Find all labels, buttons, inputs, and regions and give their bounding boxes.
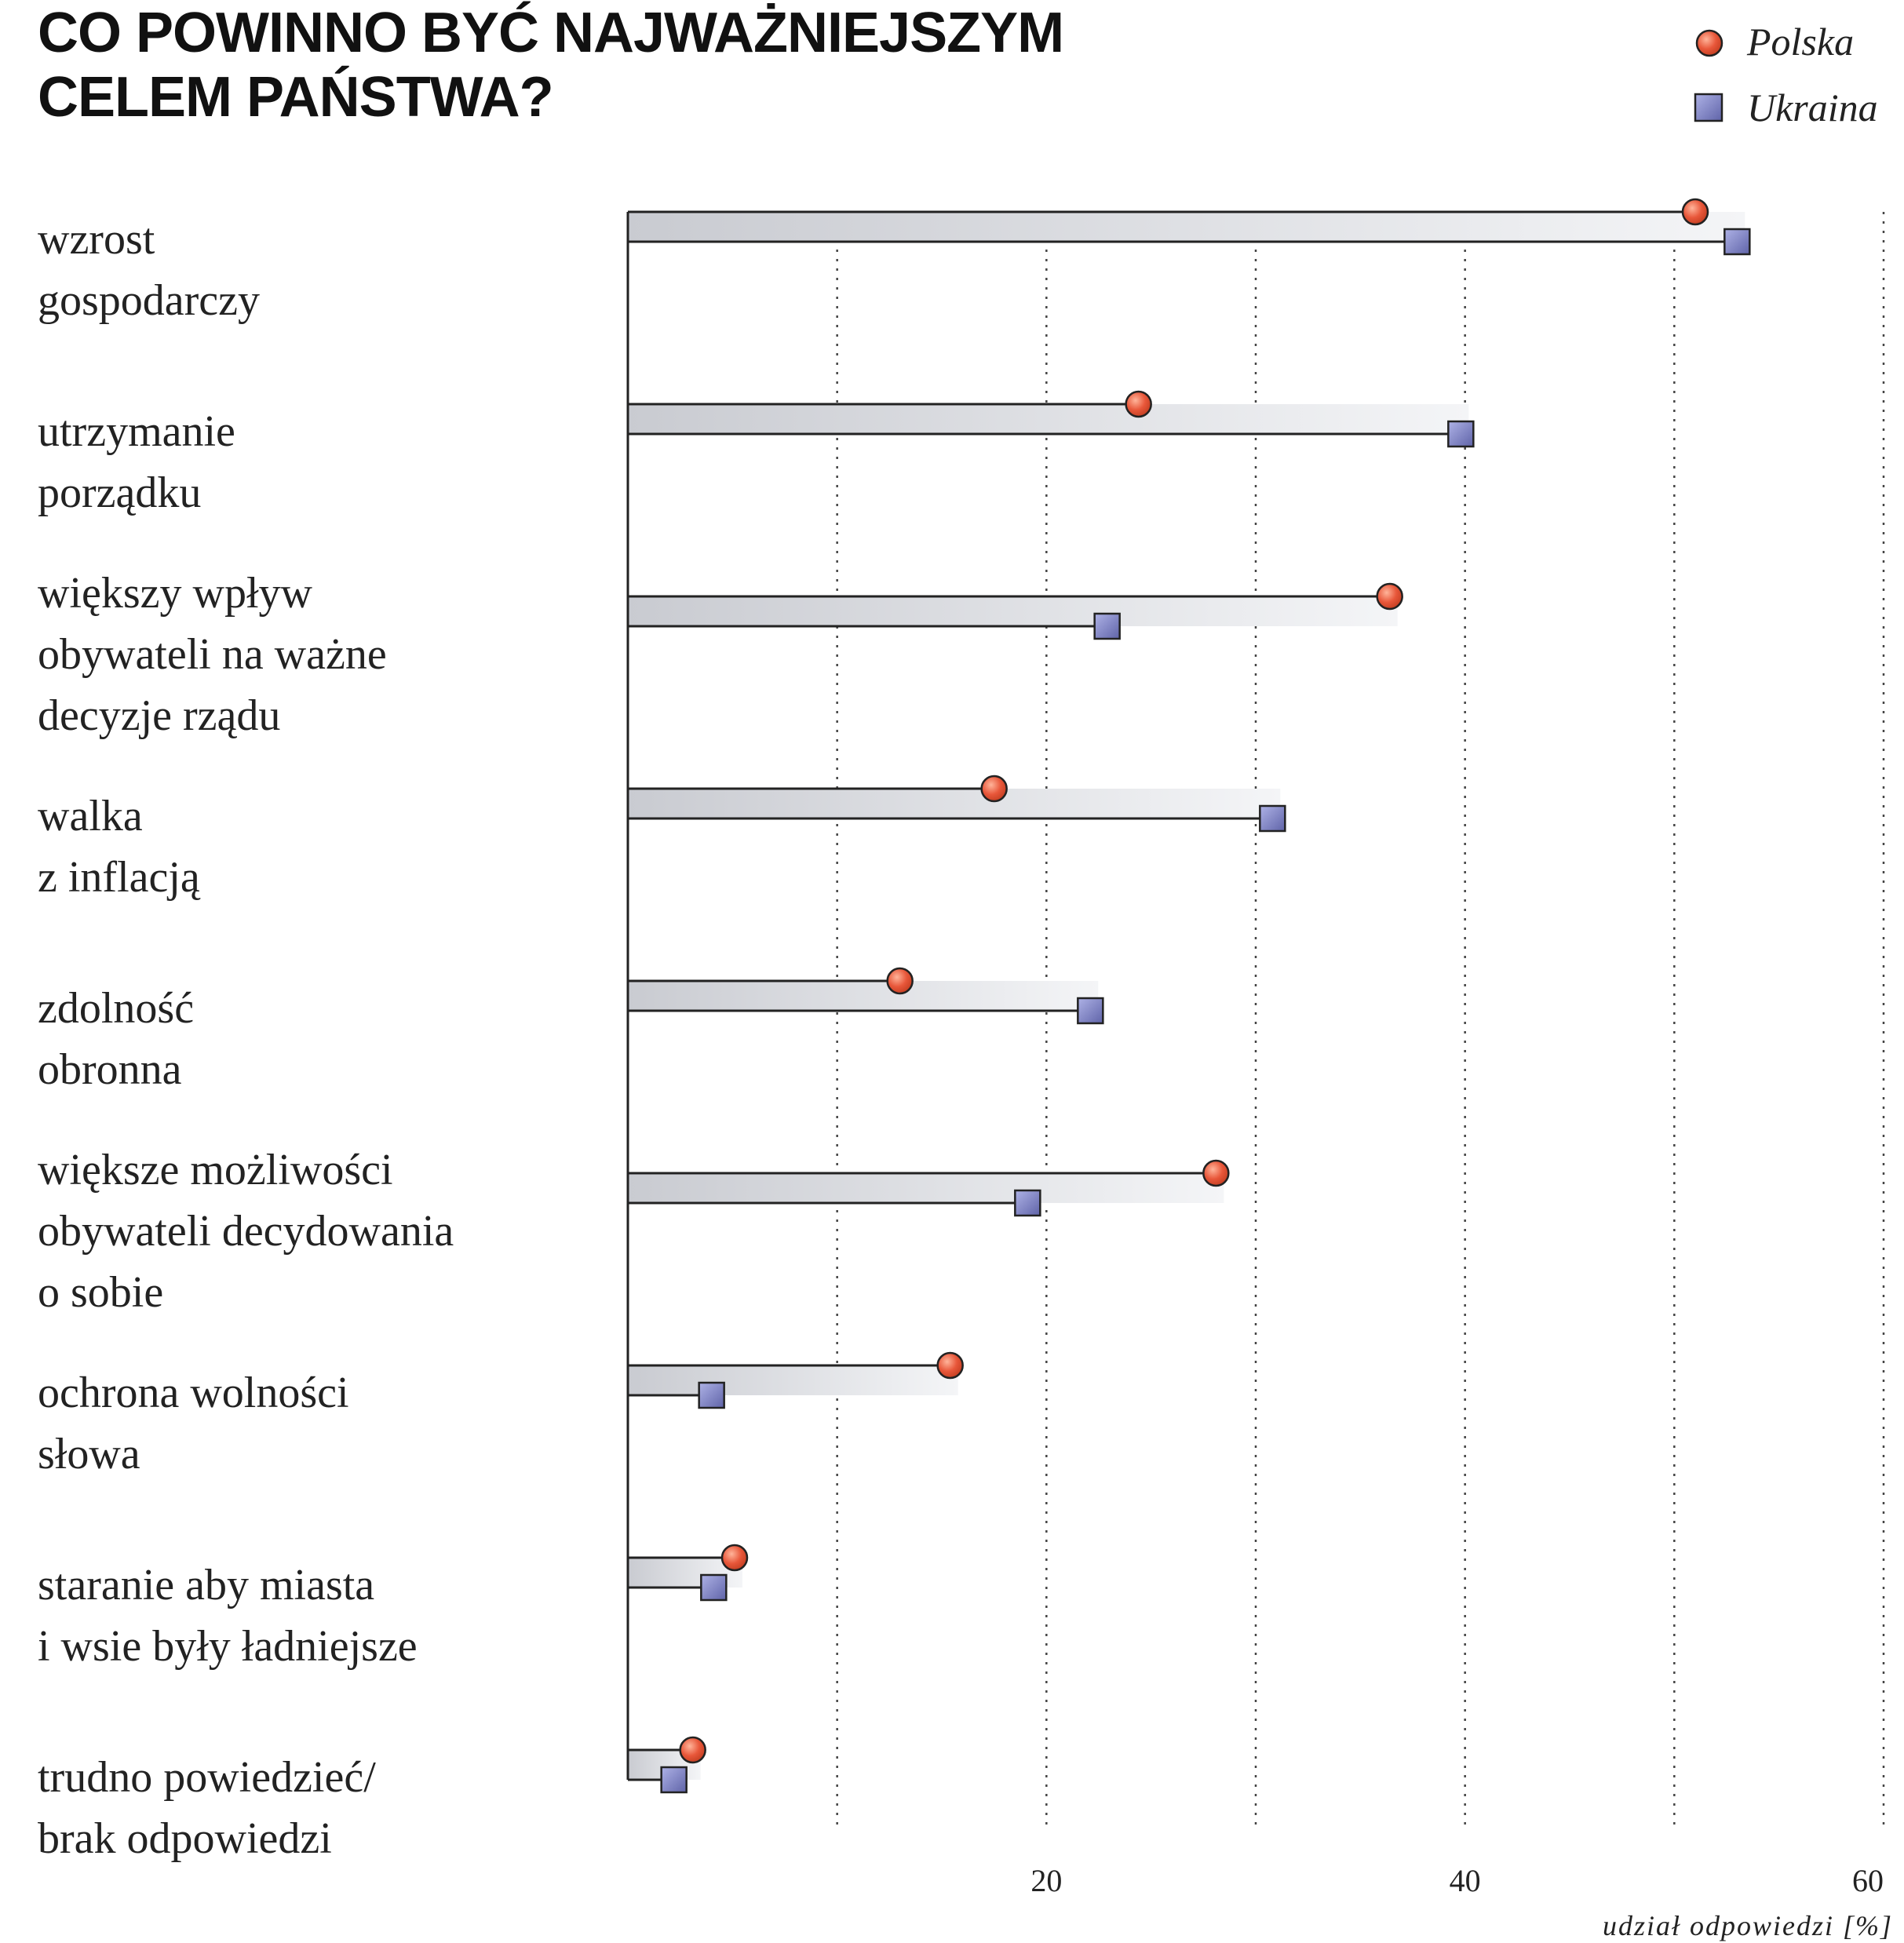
- category-label-line: i wsie były ładniejsze: [38, 1622, 418, 1671]
- x-tick-label: 40: [1450, 1863, 1481, 1898]
- category-label: utrzymanie porządku: [38, 407, 235, 517]
- category-label-line: obronna: [38, 1045, 182, 1094]
- bar-band: [628, 404, 1469, 434]
- legend-polska-label: Polska: [1746, 20, 1854, 64]
- gridlines: [836, 212, 1885, 1828]
- x-axis-label: udział odpowiedzi [%]: [1603, 1910, 1893, 1941]
- ukraina-point: [1723, 228, 1751, 256]
- category-label-line: ochrona wolności: [38, 1369, 349, 1417]
- bar-band: [628, 596, 1398, 626]
- ukraina-point: [1014, 1189, 1041, 1217]
- ukraina-point: [1447, 420, 1475, 448]
- chart-title-line-2: CELEM PAŃSTWA?: [38, 66, 553, 129]
- category-labels: wzrost gospodarczy utrzymanie porządku więks…: [38, 215, 454, 1863]
- category-label: wzrost gospodarczy: [38, 215, 260, 325]
- polska-point: [679, 1736, 706, 1764]
- polska-point: [1681, 198, 1709, 226]
- chart-title-line-1: CO POWINNO BYĆ NAJWAŻNIEJSZYM: [38, 1, 1063, 64]
- bar-band: [628, 212, 1745, 242]
- category-label-line: słowa: [38, 1430, 140, 1478]
- x-tick-label: 60: [1852, 1863, 1884, 1898]
- chart-title: CO POWINNO BYĆ NAJWAŻNIEJSZYM CELEM PAŃS…: [38, 1, 1064, 129]
- category-label: walka z inflacją: [38, 792, 201, 902]
- bar-band: [628, 981, 1099, 1011]
- category-label-line: o sobie: [38, 1268, 163, 1317]
- category-label-line: staranie aby miasta: [38, 1561, 374, 1609]
- category-label-line: z inflacją: [38, 853, 201, 902]
- category-label: trudno powiedzieć/brak odpowiedzi: [38, 1753, 376, 1863]
- category-label-line: decyzje rządu: [38, 691, 280, 740]
- category-label-line: wzrost: [38, 215, 155, 264]
- legend-ukraina-marker: [1694, 93, 1723, 122]
- polska-point: [1125, 390, 1152, 418]
- polska-point: [936, 1351, 964, 1380]
- legend: Polska Ukraina: [1694, 20, 1878, 129]
- ukraina-point: [660, 1766, 688, 1794]
- legend-polska-marker: [1695, 29, 1723, 57]
- x-tick-labels: 20 40 60: [1030, 1863, 1884, 1898]
- category-label-line: trudno powiedzieć/: [38, 1753, 376, 1802]
- polska-point: [980, 775, 1008, 803]
- category-label-line: brak odpowiedzi: [38, 1814, 332, 1863]
- bar-band: [628, 1173, 1224, 1203]
- category-label-line: utrzymanie: [38, 407, 235, 456]
- polska-point: [1376, 582, 1403, 611]
- category-label: zdolność obronna: [38, 984, 194, 1094]
- category-label: większe możliwości obywateli decydowania o…: [38, 1146, 454, 1317]
- ukraina-point: [698, 1381, 725, 1409]
- polska-point: [720, 1544, 749, 1572]
- category-label-line: obywateli decydowania: [38, 1207, 454, 1256]
- polska-point: [1202, 1159, 1230, 1187]
- ukraina-point: [1093, 612, 1121, 640]
- category-label-line: walka: [38, 792, 143, 840]
- legend-ukraina-label: Ukraina: [1747, 86, 1878, 129]
- category-label-line: gospodarczy: [38, 276, 260, 325]
- bar-band: [628, 789, 1281, 818]
- category-label-line: większy wpływ: [38, 569, 313, 618]
- x-tick-label: 20: [1030, 1863, 1062, 1898]
- category-label-line: obywateli na ważne: [38, 630, 387, 679]
- ukraina-point: [700, 1573, 728, 1602]
- category-label: ochrona wolności słowa: [38, 1369, 349, 1478]
- ukraina-point: [1259, 804, 1286, 833]
- category-label: staranie aby miasta i wsie były ładniejsz…: [38, 1561, 418, 1671]
- polska-point: [886, 967, 914, 995]
- ukraina-point: [1077, 997, 1104, 1025]
- category-label: większy wpływ obywateli na ważne decyzje r…: [38, 569, 387, 740]
- category-label-line: zdolność: [38, 984, 194, 1033]
- category-label-line: większe możliwości: [38, 1146, 393, 1194]
- bar-band: [628, 1365, 958, 1395]
- bars: [628, 198, 1751, 1794]
- category-label-line: porządku: [38, 468, 201, 517]
